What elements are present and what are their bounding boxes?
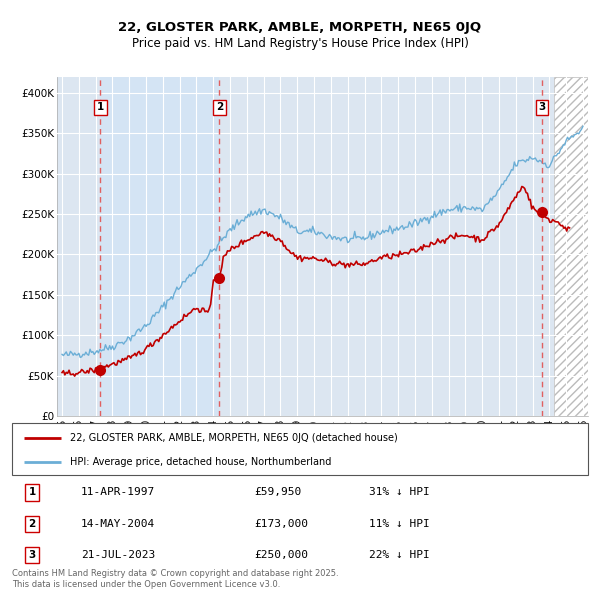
Text: 1: 1 [97,102,104,112]
Text: 21-JUL-2023: 21-JUL-2023 [81,550,155,560]
Text: HPI: Average price, detached house, Northumberland: HPI: Average price, detached house, Nort… [70,457,331,467]
Text: 22, GLOSTER PARK, AMBLE, MORPETH, NE65 0JQ: 22, GLOSTER PARK, AMBLE, MORPETH, NE65 0… [118,21,482,34]
Text: 11-APR-1997: 11-APR-1997 [81,487,155,497]
Text: Contains HM Land Registry data © Crown copyright and database right 2025.
This d: Contains HM Land Registry data © Crown c… [12,569,338,589]
Text: 14-MAY-2004: 14-MAY-2004 [81,519,155,529]
Text: Price paid vs. HM Land Registry's House Price Index (HPI): Price paid vs. HM Land Registry's House … [131,37,469,50]
Text: 22, GLOSTER PARK, AMBLE, MORPETH, NE65 0JQ (detached house): 22, GLOSTER PARK, AMBLE, MORPETH, NE65 0… [70,432,397,442]
Text: 3: 3 [29,550,36,560]
Text: £173,000: £173,000 [254,519,308,529]
Text: 11% ↓ HPI: 11% ↓ HPI [369,519,430,529]
Text: 3: 3 [538,102,545,112]
Text: £250,000: £250,000 [254,550,308,560]
Text: 31% ↓ HPI: 31% ↓ HPI [369,487,430,497]
Text: 2: 2 [29,519,36,529]
Text: 1: 1 [29,487,36,497]
Bar [554,77,588,416]
Text: 2: 2 [216,102,223,112]
Text: £59,950: £59,950 [254,487,301,497]
FancyBboxPatch shape [12,423,588,475]
Text: 22% ↓ HPI: 22% ↓ HPI [369,550,430,560]
Bar [100,77,220,416]
